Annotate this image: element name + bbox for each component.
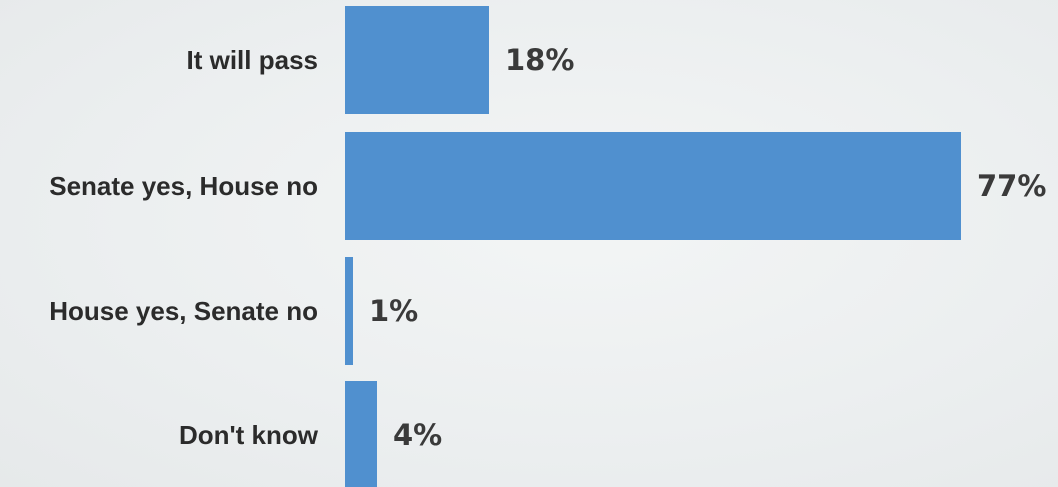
value-label-2: 1% — [369, 294, 418, 328]
labels-layer: It will pass 18% Senate yes, House no 77% Ho… — [49, 43, 1046, 452]
bar-2 — [345, 257, 353, 365]
bars-layer — [345, 6, 961, 487]
bar-3 — [345, 381, 377, 487]
category-label-3: Don't know — [179, 420, 319, 450]
category-label-0: It will pass — [187, 45, 319, 75]
bar-1 — [345, 132, 961, 240]
bar-0 — [345, 6, 489, 114]
value-label-0: 18% — [505, 43, 574, 77]
value-label-1: 77% — [977, 169, 1046, 203]
value-label-3: 4% — [393, 418, 442, 452]
category-label-1: Senate yes, House no — [49, 171, 318, 201]
category-label-2: House yes, Senate no — [49, 296, 318, 326]
